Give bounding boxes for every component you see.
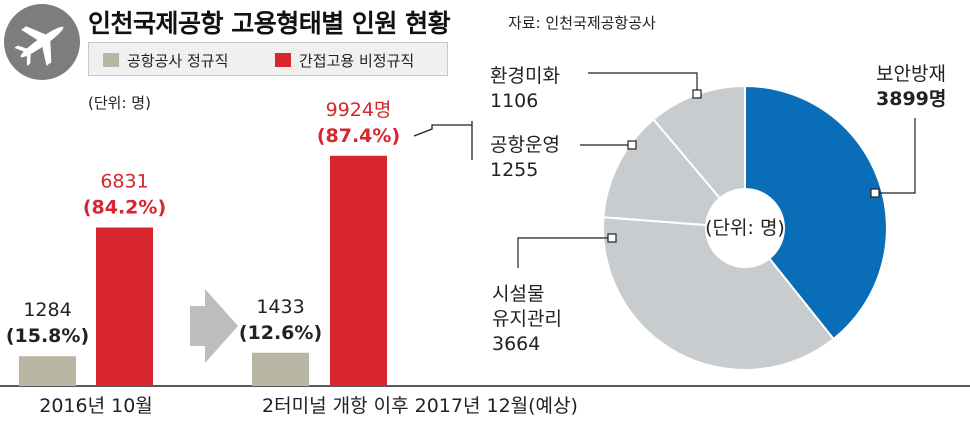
legend-swatch-indirect bbox=[275, 53, 291, 67]
pie-slice-1 bbox=[601, 216, 835, 371]
bar-percent-label: (12.6%) bbox=[239, 322, 322, 344]
category-label: 2016년 10월 bbox=[39, 395, 153, 417]
legend: 공항공사 정규직 간접고용 비정규직 bbox=[88, 42, 448, 76]
source-note: 자료: 인천국제공항공사 bbox=[508, 14, 656, 32]
pie-label-2: 공항운영 1255 bbox=[490, 134, 560, 181]
legend-swatch-regular bbox=[103, 53, 119, 67]
bar-percent-label: (87.4%) bbox=[317, 125, 400, 147]
pie-label-line: 1255 bbox=[490, 159, 538, 181]
pie-marker-0 bbox=[870, 188, 880, 198]
leader-line-3 bbox=[588, 72, 698, 94]
bar-indirect-1 bbox=[330, 155, 387, 386]
chart-title: 인천국제공항 고용형태별 인원 현황 bbox=[88, 9, 451, 38]
pie-label-3: 환경미화 1106 bbox=[490, 65, 560, 112]
pie-slice-2 bbox=[602, 117, 748, 230]
bar-regular-0 bbox=[19, 356, 76, 386]
bar-value-label: 1284 bbox=[23, 299, 71, 321]
pie-unit-label: (단위: 명) bbox=[705, 217, 785, 239]
pie-label-line: 보안방재 bbox=[876, 63, 946, 85]
legend-label-indirect: 간접고용 비정규직 bbox=[299, 52, 415, 70]
pie-marker-2 bbox=[627, 140, 637, 150]
bar-indirect-0 bbox=[96, 227, 153, 386]
pie-label-line: 3664 bbox=[492, 333, 540, 355]
pie-label-line: 공항운영 bbox=[490, 134, 560, 156]
bar-value-label: 6831 bbox=[100, 171, 148, 193]
pie-label-line: 1106 bbox=[490, 90, 538, 112]
airplane-icon bbox=[4, 4, 80, 80]
pie-slice-0 bbox=[744, 84, 888, 341]
pie-marker-3 bbox=[692, 89, 702, 99]
pie-center-hole bbox=[705, 188, 785, 268]
legend-label-regular: 공항공사 정규직 bbox=[127, 52, 229, 70]
callout-connector bbox=[413, 121, 473, 160]
bar-value-label: 1433 bbox=[256, 296, 304, 318]
bar-percent-label: (84.2%) bbox=[83, 197, 166, 219]
pie-marker-1 bbox=[607, 233, 617, 243]
bar-unit-label: (단위: 명) bbox=[88, 94, 151, 112]
bar-percent-label: (15.8%) bbox=[6, 325, 89, 347]
pie-label-0: 보안방재 3899명 bbox=[876, 63, 946, 110]
bar-regular-1 bbox=[252, 352, 309, 386]
bar-value-label: 9924명 bbox=[326, 99, 392, 121]
pie-label-line: 시설물 bbox=[492, 283, 544, 305]
pie-label-line: 3899명 bbox=[876, 88, 946, 110]
arrow-right-icon bbox=[190, 289, 238, 363]
category-label: 2터미널 개항 이후 2017년 12월(예상) bbox=[262, 395, 578, 417]
leader-line-1 bbox=[517, 237, 612, 268]
pie-label-line: 환경미화 bbox=[490, 65, 560, 87]
pie-label-line: 유지관리 bbox=[492, 308, 562, 330]
leader-line-0 bbox=[875, 118, 916, 194]
